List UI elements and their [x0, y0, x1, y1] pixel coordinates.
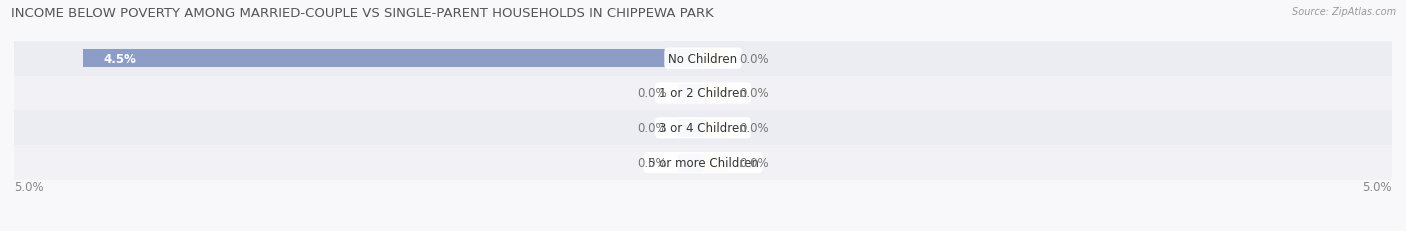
Text: 0.0%: 0.0%	[738, 87, 769, 100]
Text: Source: ZipAtlas.com: Source: ZipAtlas.com	[1292, 7, 1396, 17]
Bar	[678, 85, 703, 103]
Text: 5.0%: 5.0%	[1362, 180, 1392, 193]
Bar	[678, 119, 703, 137]
Text: 3 or 4 Children: 3 or 4 Children	[659, 122, 747, 135]
Bar	[14, 76, 1392, 111]
Text: 0.0%: 0.0%	[738, 156, 769, 169]
Text: 0.0%: 0.0%	[738, 52, 769, 65]
Bar	[703, 119, 728, 137]
Text: 1 or 2 Children: 1 or 2 Children	[659, 87, 747, 100]
Text: 0.0%: 0.0%	[637, 122, 668, 135]
Text: 4.5%: 4.5%	[104, 52, 136, 65]
Text: 5 or more Children: 5 or more Children	[648, 156, 758, 169]
Bar	[678, 154, 703, 172]
Bar	[83, 50, 703, 68]
Text: No Children: No Children	[668, 52, 738, 65]
Bar	[703, 154, 728, 172]
Text: 5.0%: 5.0%	[14, 180, 44, 193]
Bar	[14, 146, 1392, 180]
Bar	[703, 50, 728, 68]
Bar	[703, 85, 728, 103]
Text: 0.0%: 0.0%	[738, 122, 769, 135]
Text: INCOME BELOW POVERTY AMONG MARRIED-COUPLE VS SINGLE-PARENT HOUSEHOLDS IN CHIPPEW: INCOME BELOW POVERTY AMONG MARRIED-COUPL…	[11, 7, 714, 20]
Text: 0.0%: 0.0%	[637, 87, 668, 100]
Bar	[14, 42, 1392, 76]
Bar	[14, 111, 1392, 146]
Text: 0.0%: 0.0%	[637, 156, 668, 169]
